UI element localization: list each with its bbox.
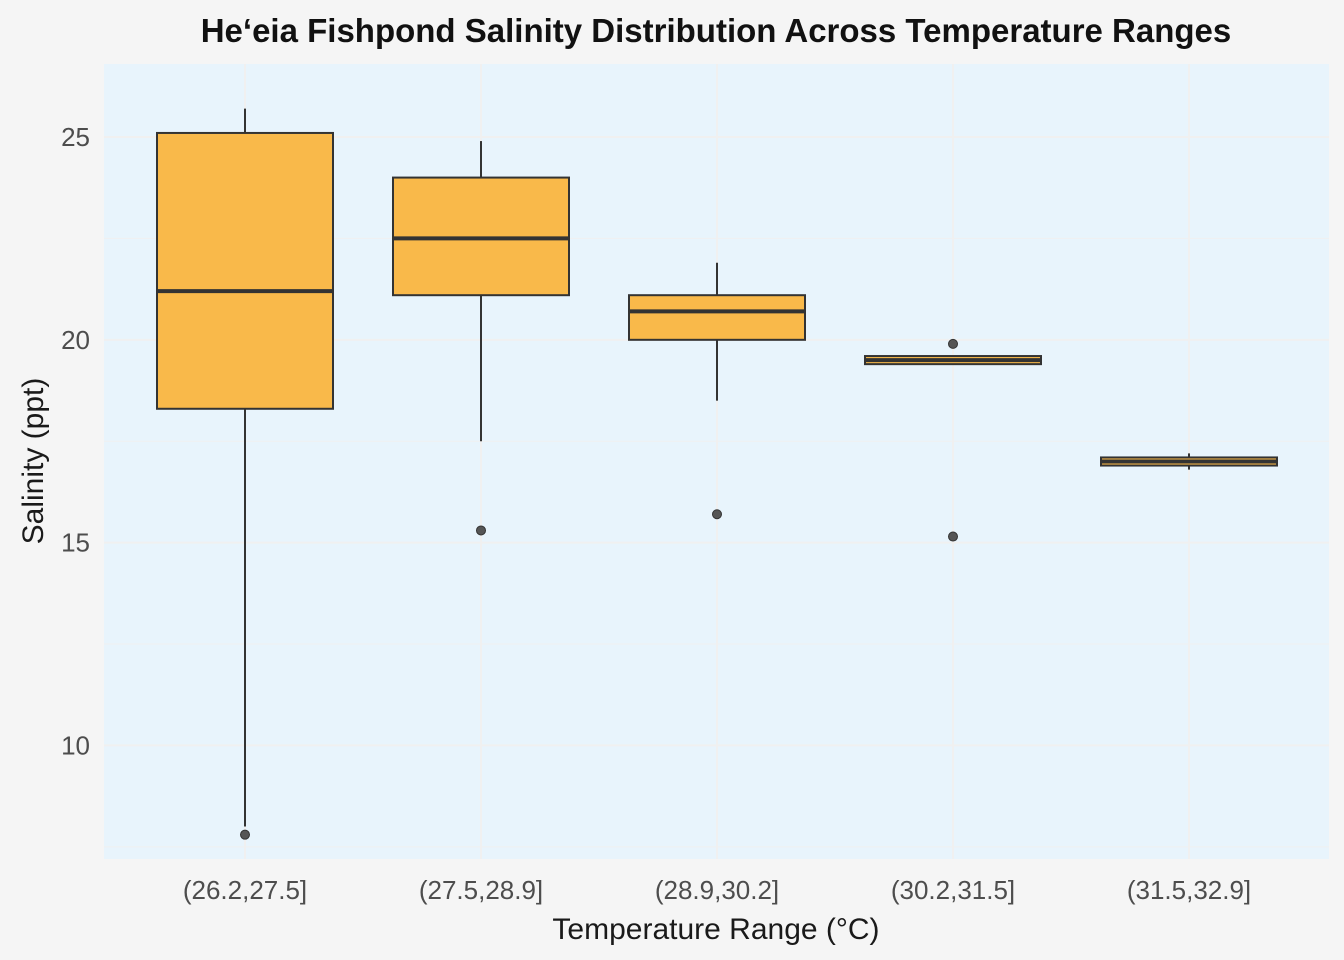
iqr-box bbox=[628, 294, 806, 341]
y-axis-ticks: 10 15 20 25 bbox=[61, 122, 90, 760]
x-axis-title: Temperature Range (°C) bbox=[552, 913, 879, 946]
box-group bbox=[1100, 453, 1278, 470]
outlier-point bbox=[240, 829, 250, 840]
x-axis-ticks: (26.2,27.5] (27.5,28.9] (28.9,30.2] (30.2,3… bbox=[183, 875, 1251, 905]
y-tick-label: 25 bbox=[61, 122, 90, 152]
iqr-box bbox=[156, 131, 334, 410]
iqr-box bbox=[392, 176, 570, 297]
y-tick-label: 15 bbox=[61, 528, 90, 558]
x-tick-label: (26.2,27.5] bbox=[183, 875, 307, 905]
box-group bbox=[864, 338, 1042, 542]
outlier-point bbox=[948, 338, 958, 349]
box-series bbox=[156, 108, 1278, 840]
outlier-point bbox=[948, 531, 958, 542]
box-group bbox=[156, 108, 334, 840]
box-group bbox=[392, 141, 570, 536]
x-tick-label: (27.5,28.9] bbox=[419, 875, 543, 905]
box-group bbox=[628, 262, 806, 520]
y-tick-label: 20 bbox=[61, 325, 90, 355]
outlier-point bbox=[712, 509, 722, 520]
y-axis-title: Salinity (ppt) bbox=[17, 378, 50, 545]
y-tick-label: 10 bbox=[61, 730, 90, 760]
outlier-point bbox=[476, 525, 486, 536]
x-tick-label: (28.9,30.2] bbox=[655, 875, 779, 905]
chart-title: He‘eia Fishpond Salinity Distribution Ac… bbox=[201, 12, 1232, 49]
x-tick-label: (30.2,31.5] bbox=[891, 875, 1015, 905]
x-tick-label: (31.5,32.9] bbox=[1127, 875, 1251, 905]
